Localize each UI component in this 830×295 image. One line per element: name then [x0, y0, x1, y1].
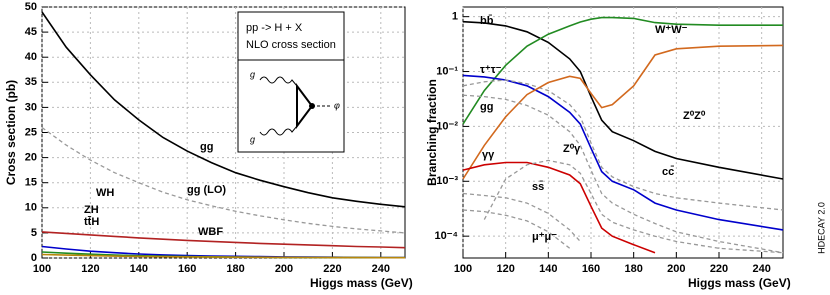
- series-label: gg: [480, 101, 493, 113]
- y-tick-label: 0: [31, 252, 37, 264]
- inset-text: NLO cross section: [246, 39, 336, 51]
- plot-frame: [462, 6, 784, 259]
- y-tick-label: 10⁻²: [436, 120, 458, 132]
- inset-text: g: [250, 69, 255, 79]
- series-line: [462, 192, 581, 242]
- series-line: [462, 79, 784, 211]
- panel: 100 120 140 160 180 200 220 240 10⁻⁴ 10⁻³ 10⁻² 10⁻¹…: [425, 6, 791, 290]
- series-label: W⁺W⁻: [655, 24, 688, 36]
- inset: pp -> H + X NLO cross section g g φ: [237, 11, 345, 153]
- y-tick-label: 35: [25, 76, 37, 88]
- diagram-box: [237, 59, 345, 153]
- y-tick-label: 45: [25, 26, 37, 38]
- series-line: [462, 94, 784, 254]
- x-tick-label: 180: [226, 263, 244, 275]
- series-line: [462, 161, 656, 254]
- x-tick-label: 140: [539, 263, 557, 275]
- series-label: gg (LO): [187, 184, 226, 196]
- y-tick-label: 30: [25, 101, 37, 113]
- y-tick-label: 15: [25, 177, 37, 189]
- y-tick-label: 10⁻³: [436, 175, 458, 187]
- series-line: [462, 44, 784, 180]
- gluon: [259, 76, 298, 87]
- series-label: γγ: [482, 149, 495, 161]
- x-tick-label: 200: [275, 263, 293, 275]
- quark-loop: [296, 83, 314, 129]
- series-label: Z⁰Z⁰: [683, 110, 706, 122]
- gluon: [259, 125, 298, 136]
- series-line: [462, 74, 784, 231]
- series-line: [41, 11, 406, 208]
- series-line: [462, 209, 571, 249]
- x-tick-label: 100: [33, 263, 51, 275]
- x-tick-label: 240: [372, 263, 390, 275]
- series-line: [462, 16, 783, 125]
- series-label: Z⁰γ: [563, 143, 581, 155]
- x-axis-title: Higgs mass (GeV): [688, 276, 791, 290]
- series-line: [462, 20, 784, 180]
- x-tick-label: 220: [710, 263, 728, 275]
- x-tick-label: 160: [582, 263, 600, 275]
- series-label: ss̄: [532, 181, 544, 193]
- y-tick-label: 10⁻⁴: [435, 230, 458, 242]
- inset-text: g: [250, 134, 255, 144]
- series-line: [41, 253, 405, 259]
- x-tick-label: 120: [81, 263, 99, 275]
- x-tick-label: 180: [624, 263, 642, 275]
- y-tick-label: 10: [25, 202, 37, 214]
- panel: 100 120 140 160 180 200 220 240 0 5 10 15 20 25 30 35 40…: [4, 1, 413, 290]
- x-tick-label: 100: [454, 263, 472, 275]
- series-label: WBF: [198, 226, 223, 238]
- series-label: τ⁺τ⁻: [480, 64, 502, 76]
- x-tick-label: 140: [130, 263, 148, 275]
- x-tick-label: 240: [752, 263, 770, 275]
- y-axis-title: Cross section (pb): [4, 80, 18, 185]
- series-label: μ⁺μ⁻: [532, 231, 557, 243]
- series-label: ZH: [84, 204, 99, 216]
- inset-text: φ: [334, 100, 340, 110]
- series-line: [41, 126, 406, 234]
- x-tick-label: 220: [323, 263, 341, 275]
- y-tick-label: 25: [25, 126, 37, 138]
- program-label: HDECAY 2.0: [816, 202, 826, 254]
- y-tick-label: 50: [25, 1, 37, 13]
- vertex: [309, 103, 315, 109]
- y-tick-label: 20: [25, 152, 37, 164]
- y-axis-title: Branching fraction: [425, 79, 439, 186]
- y-tick-label: 1: [452, 11, 458, 23]
- y-tick-label: 10⁻¹: [436, 65, 458, 77]
- x-tick-label: 160: [178, 263, 196, 275]
- series-label: cc̄: [662, 166, 674, 178]
- y-tick-label: 5: [31, 227, 37, 239]
- x-axis-title: Higgs mass (GeV): [310, 276, 413, 290]
- inset-text: pp -> H + X: [246, 22, 303, 34]
- series-label: bb̄: [480, 15, 494, 27]
- series-line: [41, 231, 406, 249]
- x-tick-label: 120: [496, 263, 514, 275]
- series-label: tt̄H: [84, 216, 99, 228]
- series-label: gg: [200, 141, 213, 153]
- x-tick-label: 200: [667, 263, 685, 275]
- y-tick-label: 40: [25, 51, 37, 63]
- series-line: [483, 159, 784, 254]
- series-label: WH: [96, 187, 114, 199]
